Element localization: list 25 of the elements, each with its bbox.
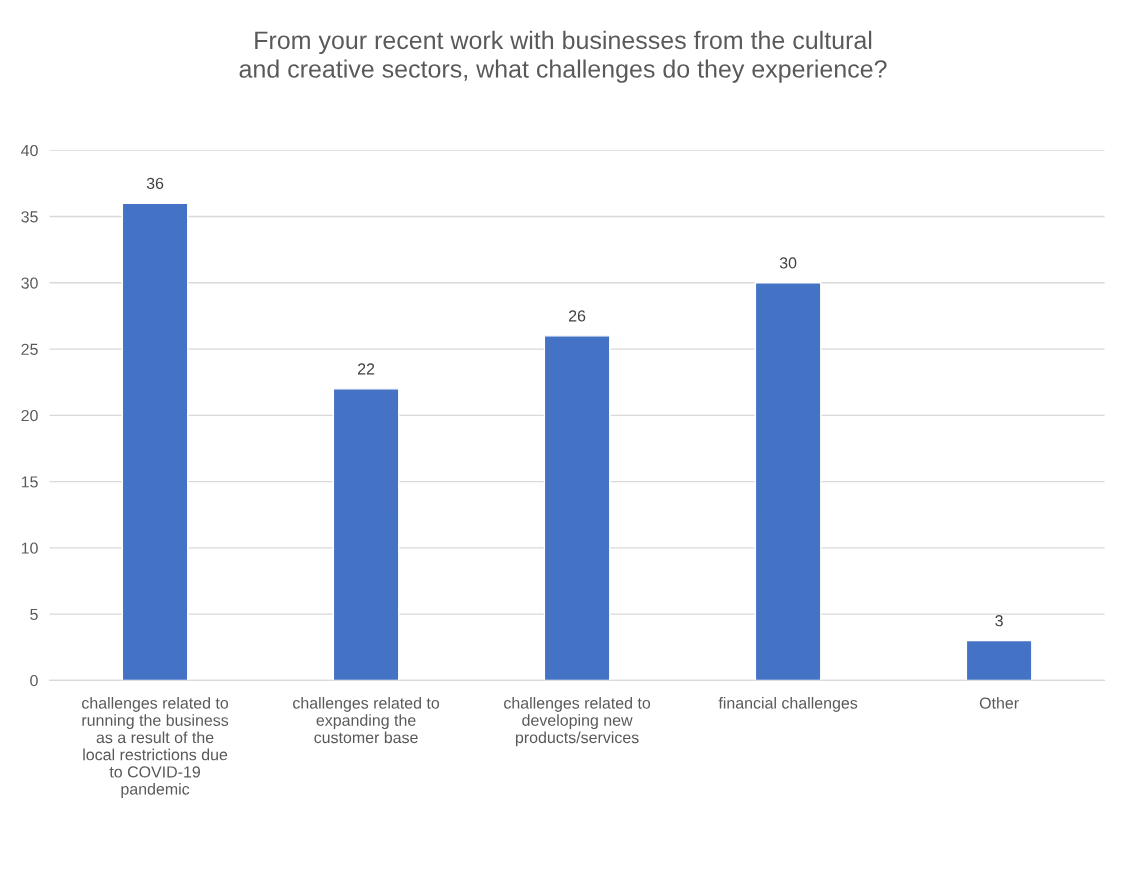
- x-tick-label: challenges related to developing new products/services: [504, 697, 651, 747]
- y-tick-label: 5: [30, 608, 38, 621]
- y-tick-label: 30: [21, 277, 38, 289]
- bar: [332, 388, 400, 681]
- x-tick-label: challenges related to expanding the customer base: [293, 697, 440, 744]
- y-tick-label: 0: [30, 674, 38, 687]
- data-label: 36: [146, 177, 164, 190]
- x-tick-label: Other: [979, 697, 1019, 709]
- bar: [965, 639, 1033, 681]
- bar: [754, 282, 822, 681]
- chart-title: From your recent work with businesses from the cultural and creative sectors, what challenges do they experience?: [239, 30, 887, 83]
- data-label: 30: [779, 257, 797, 269]
- y-tick-label: 40: [21, 144, 38, 157]
- x-tick-label: financial challenges: [718, 697, 858, 712]
- bar: [543, 335, 611, 681]
- data-label: 26: [569, 310, 586, 322]
- y-tick-label: 20: [21, 409, 38, 422]
- y-tick-label: 10: [21, 542, 38, 554]
- bar: [121, 202, 189, 681]
- y-tick-label: 35: [21, 211, 38, 223]
- x-tick-label: challenges related to running the business as a result of the local restrictions due to COVID-19 pandemic: [82, 697, 229, 798]
- y-tick-label: 25: [21, 343, 38, 356]
- y-tick-label: 15: [21, 476, 38, 488]
- data-label: 22: [357, 363, 375, 375]
- data-label: 3: [995, 615, 1003, 627]
